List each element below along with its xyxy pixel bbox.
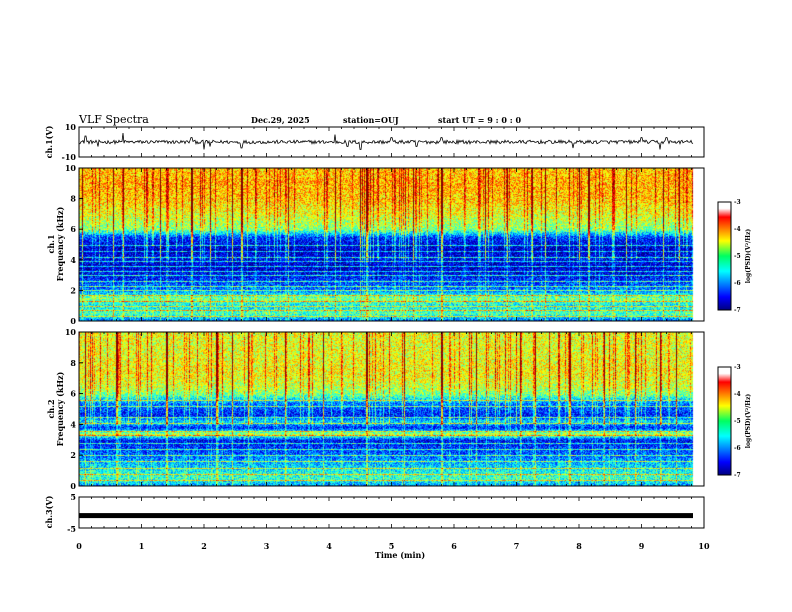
ch2-spectrogram-panel: 0 2 4 6 8 10 ch.2 Frequency (kHz) [46,327,705,491]
ch2-spectrogram-colorbar-tick-label: -3 [734,364,741,371]
ch2-spectrogram-frequency-tick-label: 0 [70,481,76,491]
ch1-colorbar-gradient [718,202,731,310]
ch1-ytick-label: -10 [62,152,77,162]
ch3-waveform-panel: 5 -5 ch.3(V) [44,492,705,534]
ch2-spectrogram-image [79,332,704,486]
time-axis-tick-label: 9 [639,541,645,551]
start-ut-label: start UT = 9 : 0 : 0 [438,115,521,125]
ch3-waveform-frame [78,496,705,529]
ch1-colorbar: -3 -4 -5 -6 -7 log(PSD)(V²/Hz) [717,199,752,314]
ch2-colorbar-ticks: -3 -4 -5 -6 -7 [734,364,741,479]
ch1-spectrogram-frame [78,167,705,322]
ch3-ytick-label: -5 [67,524,76,534]
ch1-spectrogram-frequency-tick-label: 4 [70,255,76,265]
ch1-spectrogram-frequency-tick-label: 2 [70,285,76,295]
ch1-channel-label: ch.1 [46,234,56,253]
time-axis-tick-label: 5 [389,541,395,551]
time-axis-tick-label: 8 [576,541,582,551]
ch1-waveform-panel: 10 -10 ch.1(V) [44,122,705,162]
ch3-waveform-ticks [78,497,705,528]
ch2-spectrogram-frequency-tick-label: 8 [70,358,76,368]
ch2-spectrogram-colorbar-tick-label: -6 [734,445,741,452]
ch1-spectrogram-colorbar-tick-label: -5 [734,253,741,260]
ch2-channel-label: ch.2 [46,399,56,418]
ch1-waveform-frame [78,126,705,158]
ch1-spectrogram-frequency-tick-label: 6 [70,224,76,234]
ch1-frequency-tick-labels: 0 2 4 6 8 10 [65,163,83,326]
ch1-waveform-trace [78,132,694,150]
ch1-spectrogram-holder [79,168,704,321]
time-axis-label: Time (min) [375,550,425,560]
ch1-spectrogram-colorbar-tick-label: -3 [734,199,741,206]
figure-title: VLF Spectra [78,113,149,126]
ch2-spectrogram-frequency-tick-label: 6 [70,389,76,399]
date-label: Dec.29, 2025 [251,115,310,125]
ch2-spectrogram-holder [79,332,704,486]
ch1-spectrogram-colorbar-tick-label: -6 [734,280,741,287]
ch1-colorbar-label: log(PSD)(V²/Hz) [745,229,752,284]
station-label: station=OUJ [343,115,399,125]
ch1-ytick-label: 10 [65,122,77,132]
ch1-colorbar-frame [717,201,732,311]
ch1-colorbar-ticks: -3 -4 -5 -6 -7 [734,199,741,314]
ch3-ytick-label: 5 [70,492,76,502]
ch3-waveform-trace [79,513,693,519]
ch1-frequency-ylabel: Frequency (kHz) [55,206,65,281]
time-axis-tick-label: 3 [264,541,270,551]
time-axis-tick-label: 6 [451,541,457,551]
ch1-spectrogram-colorbar-tick-label: -4 [734,226,741,233]
time-axis-tick-label: 2 [201,541,207,551]
ch1-spectrogram-frequency-tick-label: 10 [65,163,77,173]
ch1-spectrogram-colorbar-tick-label: -7 [734,307,741,314]
ch3-waveform-ylabel: ch.3(V) [44,495,54,528]
ch2-colorbar-frame [717,366,732,476]
ch2-colorbar-label: log(PSD)(V²/Hz) [745,394,752,449]
ch1-spectrogram-frequency-tick-label: 0 [70,316,76,326]
time-axis-tick-label: 0 [76,541,82,551]
ch1-spectrogram-image [79,168,704,321]
time-axis-tick-label: 7 [514,541,520,551]
ch1-waveform-ylabel: ch.1(V) [44,125,54,158]
ch2-spectrogram-frequency-tick-label: 2 [70,450,76,460]
ch2-frequency-tick-labels: 0 2 4 6 8 10 [65,327,83,491]
ch2-frequency-ylabel: Frequency (kHz) [55,371,65,446]
ch2-spectrogram-colorbar-tick-label: -7 [734,472,741,479]
time-axis-tick-label: 10 [698,541,710,551]
time-axis-tick-labels: 0 1 2 3 4 5 6 7 8 9 10 [76,541,710,551]
time-axis-tick-label: 1 [139,541,145,551]
ch2-spectrogram-frequency-tick-label: 10 [65,327,77,337]
ch1-spectrogram-frequency-tick-label: 8 [70,194,76,204]
ch1-spectrogram-panel: 0 2 4 6 8 10 ch.1 Frequency (kHz) [46,163,705,326]
ch2-spectrogram-colorbar-tick-label: -4 [734,391,741,398]
ch2-spectrogram-frame [78,331,705,487]
ch2-colorbar: -3 -4 -5 -6 -7 log(PSD)(V²/Hz) [717,364,752,479]
ch2-colorbar-gradient [718,367,731,475]
ch2-spectrogram-colorbar-tick-label: -5 [734,418,741,425]
ch2-spectrogram-frequency-tick-label: 4 [70,419,76,429]
time-axis-tick-label: 4 [326,541,332,551]
